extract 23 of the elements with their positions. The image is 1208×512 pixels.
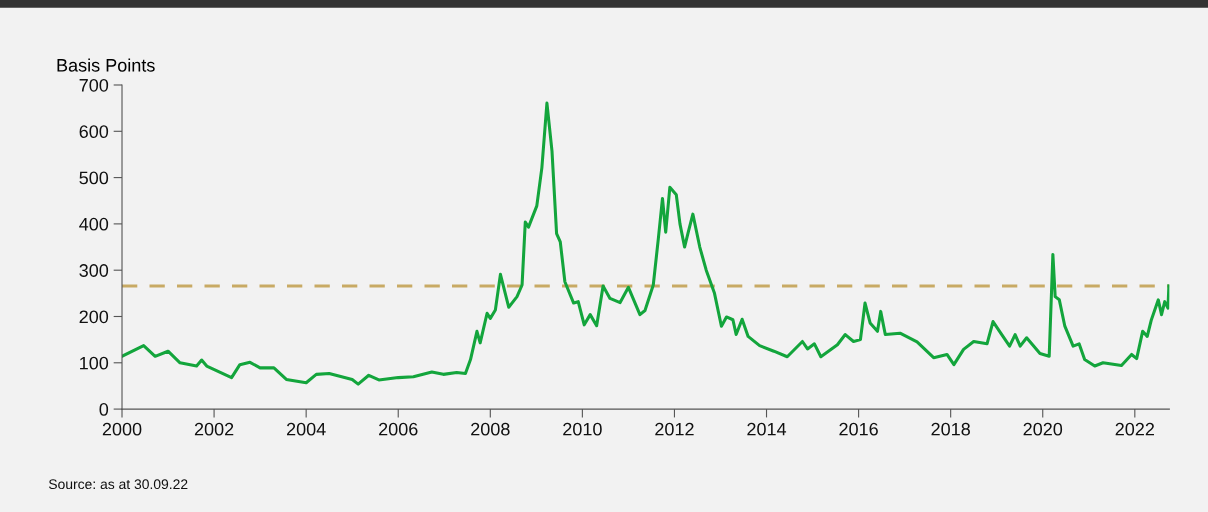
x-tick-label: 2018 bbox=[931, 422, 970, 436]
y-tick-label: 400 bbox=[79, 217, 109, 231]
x-tick-label: 2020 bbox=[1023, 422, 1063, 436]
y-tick-label: 100 bbox=[80, 356, 109, 370]
x-tick-label: 2010 bbox=[563, 422, 602, 436]
y-tick-label: 0 bbox=[99, 403, 109, 416]
x-tick-label: 2008 bbox=[471, 422, 510, 436]
line-series bbox=[122, 101, 1170, 386]
x-tick-label: 2004 bbox=[286, 422, 326, 436]
source-note: Source: as at 30.09.22 bbox=[48, 479, 188, 490]
y-tick-label: 200 bbox=[79, 310, 109, 324]
x-tick-label: 2012 bbox=[655, 422, 694, 436]
x-tick-label: 2006 bbox=[379, 422, 418, 436]
y-tick-label: 300 bbox=[79, 264, 109, 277]
x-tick-label: 2022 bbox=[1115, 422, 1154, 436]
x-tick-label: 2014 bbox=[747, 422, 787, 436]
y-tick-label: 700 bbox=[79, 78, 109, 92]
y-tick-label: 500 bbox=[79, 171, 109, 185]
x-tick-label: 2000 bbox=[102, 422, 142, 436]
y-tick-label: 600 bbox=[79, 125, 109, 139]
x-tick-label: 2002 bbox=[194, 422, 234, 436]
y-axis-title: Basis Points bbox=[57, 58, 155, 72]
x-tick-label: 2016 bbox=[839, 422, 878, 436]
